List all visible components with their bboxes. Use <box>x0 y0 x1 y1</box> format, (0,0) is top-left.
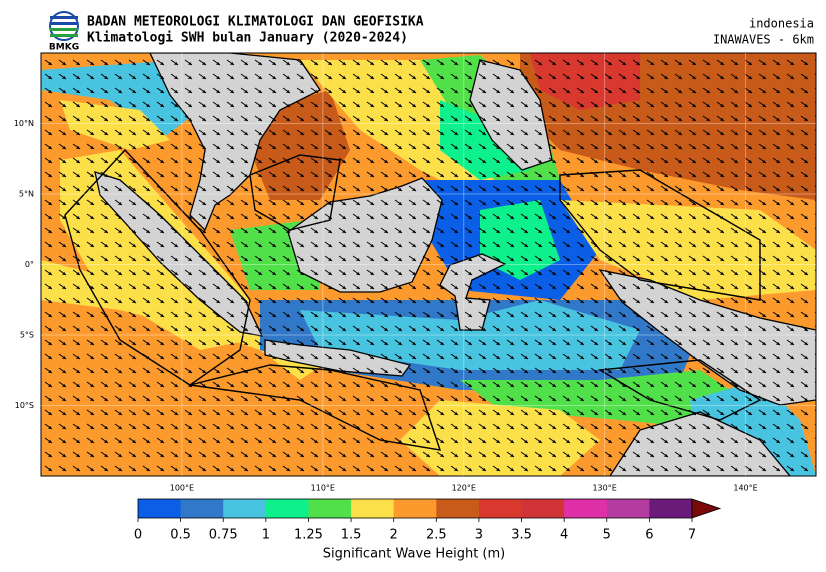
colorbar-tick-label: 3 <box>475 528 483 543</box>
colorbar-bin <box>564 499 608 518</box>
colorbar-tick-label: 0 <box>134 528 142 543</box>
y-tick-label: 5°N <box>19 190 34 199</box>
logo-text: BMKG <box>49 43 79 53</box>
x-tick-label: 120°E <box>452 484 476 493</box>
map-frame <box>40 52 817 477</box>
model-label: INAWAVES - 6km <box>713 33 814 47</box>
colorbar-tick-label: 0.5 <box>170 528 191 543</box>
colorbar-bin <box>180 499 224 518</box>
region-label: indonesia <box>749 17 814 31</box>
colorbar-bin <box>265 499 309 518</box>
colorbar-bin <box>478 499 523 518</box>
colorbar-bin <box>223 499 267 518</box>
colorbar-tick-label: 3.5 <box>511 528 532 543</box>
y-tick-label: 10°S <box>15 401 34 410</box>
map-title: Klimatologi SWH bulan January (2020-2024… <box>87 31 408 46</box>
colorbar-tick-label: 6 <box>645 528 653 543</box>
x-tick-label: 110°E <box>311 484 335 493</box>
colorbar-frame <box>137 498 693 519</box>
agency-title: BADAN METEOROLOGI KLIMATOLOGI DAN GEOFIS… <box>87 15 424 30</box>
colorbar-bin <box>308 499 352 518</box>
colorbar-label: Significant Wave Height (m) <box>323 547 505 562</box>
y-tick-label: 5°S <box>20 331 34 340</box>
colorbar-tick-label: 2 <box>390 528 398 543</box>
colorbar-bin <box>393 499 437 518</box>
y-tick-label: 0° <box>25 260 34 269</box>
colorbar-tick-label: 1 <box>262 528 270 543</box>
colorbar-tick-label: 4 <box>560 528 568 543</box>
colorbar-extend <box>691 498 722 519</box>
colorbar-bin <box>436 499 480 518</box>
colorbar-tick-label: 1.5 <box>341 528 362 543</box>
y-tick-label: 10°N <box>14 119 34 128</box>
colorbar-tick-label: 7 <box>688 528 696 543</box>
colorbar: 0 0.5 0.75 1 1.25 1.5 2 2.5 3 3.5 4 5 6 7 <box>134 498 722 543</box>
colorbar-bin <box>138 499 182 518</box>
colorbar-bin <box>351 499 395 518</box>
x-tick-label: 130°E <box>592 484 616 493</box>
colorbar-tick-label: 2.5 <box>426 528 447 543</box>
x-tick-label: 100°E <box>170 484 194 493</box>
colorbar-tick-label: 1.25 <box>294 528 323 543</box>
colorbar-tick-label: 5 <box>603 528 611 543</box>
x-tick-label: 140°E <box>733 484 757 493</box>
map <box>41 53 816 476</box>
colorbar-bin <box>521 499 565 518</box>
colorbar-bin <box>606 499 650 518</box>
colorbar-tick-label: 0.75 <box>209 528 238 543</box>
colorbar-bin <box>649 499 693 518</box>
logo <box>49 11 79 41</box>
